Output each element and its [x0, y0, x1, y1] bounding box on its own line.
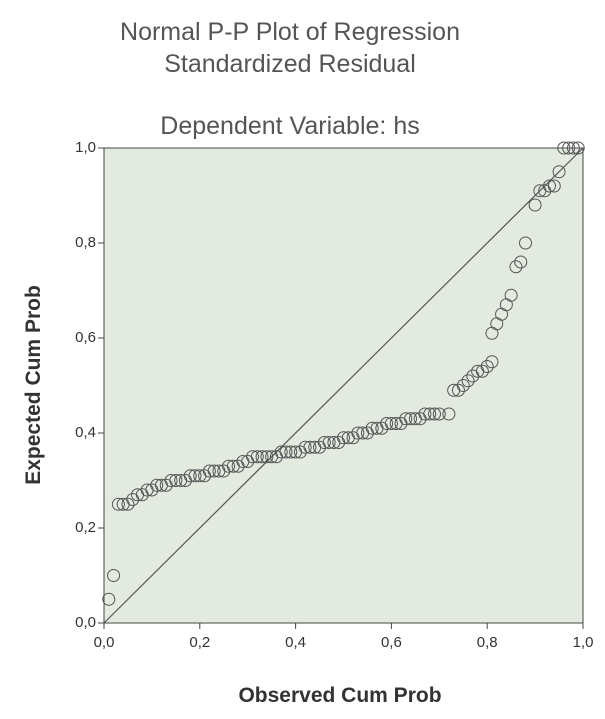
y-tick-label: 0,2: [75, 519, 96, 536]
point: [365, 421, 379, 435]
chart-subtitle: Dependent Variable: hs: [160, 112, 419, 140]
point: [418, 407, 432, 421]
point: [188, 469, 202, 483]
point: [322, 436, 336, 449]
point: [164, 474, 178, 487]
point: [451, 383, 465, 397]
point: [107, 569, 121, 582]
point: [317, 436, 331, 449]
point: [519, 236, 533, 250]
point: [222, 459, 236, 473]
point: [461, 374, 475, 388]
point: [250, 450, 264, 464]
point: [102, 592, 116, 606]
point: [571, 141, 585, 155]
point: [442, 407, 456, 421]
point: [150, 478, 164, 492]
point: [552, 165, 566, 179]
point: [284, 445, 298, 459]
y-tick-label: 0,0: [75, 614, 96, 631]
point: [245, 450, 259, 464]
point: [547, 179, 561, 193]
point: [298, 440, 312, 454]
point: [542, 179, 556, 193]
x-axis-label: Observed Cum Prob: [238, 684, 441, 707]
y-tick-label: 0,6: [75, 329, 96, 346]
point: [111, 497, 125, 511]
y-axis-label: Expected Cum Prob: [22, 285, 45, 485]
x-tick-label: 0,2: [189, 634, 210, 651]
point: [169, 474, 183, 487]
y-tick-label: 0,4: [75, 424, 96, 441]
chart-title: Normal P-P Plot of Regression: [120, 18, 460, 46]
y-tick-label: 1,0: [75, 139, 96, 156]
point: [274, 445, 288, 459]
point: [399, 412, 413, 426]
point: [509, 260, 523, 274]
point: [121, 497, 135, 511]
point: [384, 417, 398, 430]
point: [428, 407, 442, 421]
point: [566, 141, 580, 155]
point: [485, 355, 499, 369]
point: [456, 379, 470, 392]
point: [475, 364, 489, 378]
x-tick-label: 0,4: [285, 634, 306, 651]
point: [351, 426, 365, 440]
point: [562, 141, 576, 155]
x-tick-label: 0,6: [381, 634, 402, 651]
point: [279, 445, 293, 459]
point: [557, 141, 571, 155]
point: [255, 450, 269, 464]
point: [260, 450, 274, 464]
point: [480, 360, 494, 373]
y-tick-label: 0,8: [75, 234, 96, 251]
x-tick-label: 1,0: [573, 634, 594, 651]
point: [303, 440, 317, 454]
point: [404, 412, 418, 426]
point: [528, 198, 542, 212]
point: [423, 407, 437, 421]
x-tick-label: 0,8: [477, 634, 498, 651]
point: [380, 417, 394, 430]
point: [207, 464, 221, 478]
point: [432, 407, 446, 421]
point: [337, 431, 350, 445]
point: [504, 288, 518, 302]
reference-line: [103, 147, 584, 624]
point: [183, 469, 197, 483]
chart-title: Standardized Residual: [164, 50, 416, 78]
point: [514, 255, 528, 269]
x-tick-label: 0,0: [94, 634, 115, 651]
point: [202, 464, 216, 478]
